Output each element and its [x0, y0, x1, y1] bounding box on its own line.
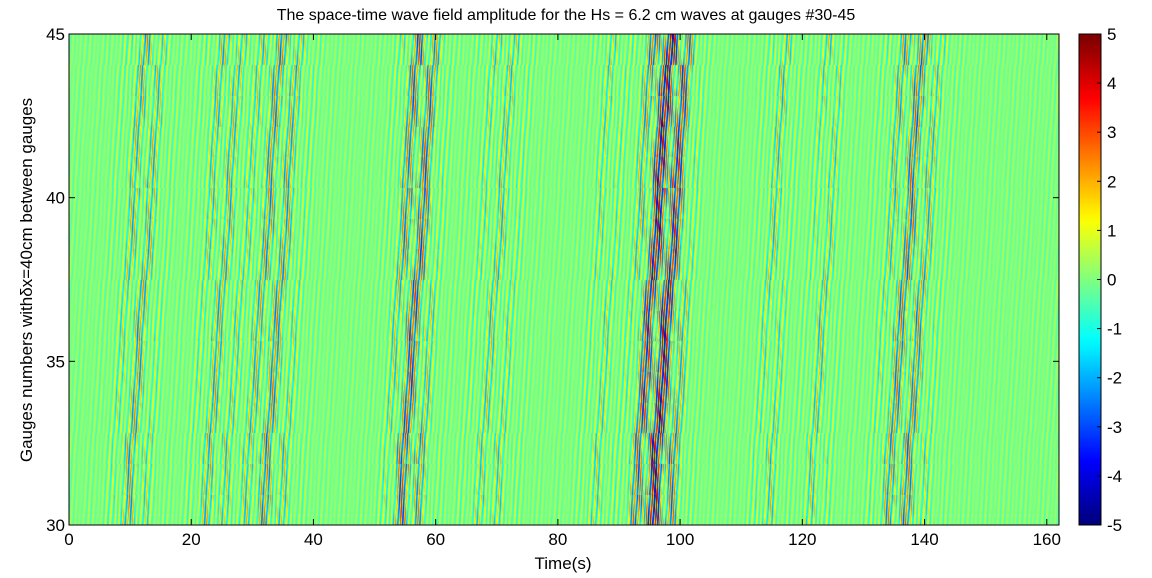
y-tick-label: 30	[46, 516, 65, 535]
y-tick-label: 45	[46, 25, 65, 44]
x-tick-label: 60	[426, 530, 445, 549]
chart-title: The space-time wave field amplitude for …	[277, 7, 856, 24]
colorbar-tick-label: 4	[1107, 74, 1116, 93]
wave-field-heatmap	[69, 34, 1059, 525]
colorbar-tick-label: -3	[1107, 418, 1122, 437]
colorbar-ticks: -5 -4 -3 -2 -1 0 1 2 3 4 5	[1097, 25, 1122, 535]
x-tick-label: 160	[1033, 530, 1061, 549]
x-axis-label: Time(s)	[535, 554, 592, 573]
y-tick-label: 40	[46, 189, 65, 208]
colorbar-tick-label: -5	[1107, 516, 1122, 535]
plot-frame	[68, 33, 1060, 526]
colorbar-tick-label: 2	[1107, 172, 1116, 191]
colorbar: -5 -4 -3 -2 -1 0 1 2 3 4 5	[1078, 25, 1122, 535]
colorbar-tick-label: -1	[1107, 320, 1122, 339]
x-tick-label: 0	[64, 530, 73, 549]
x-tick-label: 80	[548, 530, 567, 549]
x-axis: 0 20 40 60 80 100 120 140 160	[64, 34, 1061, 549]
y-axis: 30 35 40 45	[46, 25, 1059, 535]
x-tick-label: 40	[304, 530, 323, 549]
colorbar-tick-label: -4	[1107, 467, 1122, 486]
plot-area	[68, 33, 1060, 526]
x-tick-label: 20	[182, 530, 201, 549]
colorbar-tick-label: 1	[1107, 221, 1116, 240]
y-tick-label: 35	[46, 352, 65, 371]
colorbar-tick-label: 3	[1107, 123, 1116, 142]
colorbar-gradient	[1079, 34, 1101, 525]
x-tick-label: 140	[910, 530, 938, 549]
x-tick-label: 120	[788, 530, 816, 549]
colorbar-tick-label: -2	[1107, 369, 1122, 388]
y-axis-label: Gauges numbers withδx=40cm between gauge…	[17, 98, 36, 462]
colorbar-tick-label: 0	[1107, 271, 1116, 290]
colorbar-tick-label: 5	[1107, 25, 1116, 44]
x-tick-label: 100	[666, 530, 694, 549]
